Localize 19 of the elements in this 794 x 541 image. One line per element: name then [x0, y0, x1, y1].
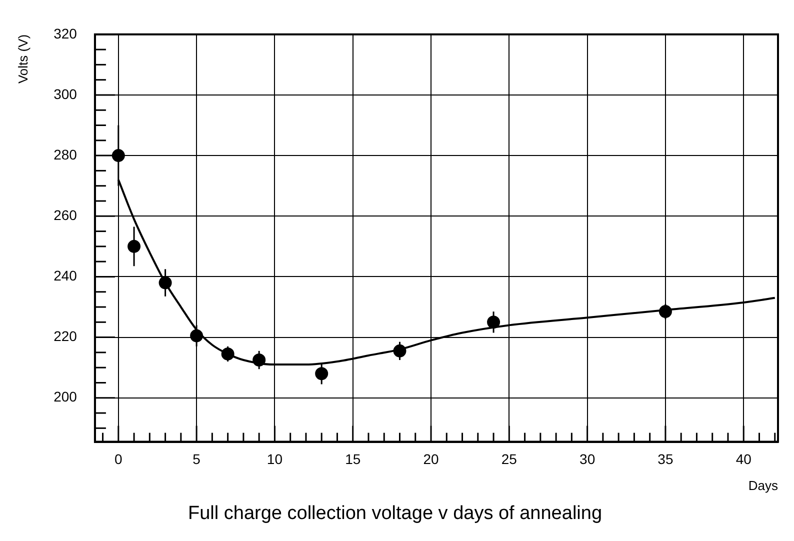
x-tick-label: 40 — [736, 451, 752, 468]
y-tick-label: 280 — [54, 146, 78, 162]
y-tick-label: 240 — [54, 268, 78, 284]
y-tick-label: 260 — [54, 207, 78, 223]
y-axis-title: Volts (V) — [15, 34, 30, 84]
x-tick-label: 35 — [658, 451, 674, 468]
y-tick-label: 220 — [54, 328, 78, 344]
x-tick-label: 5 — [192, 451, 201, 468]
x-axis-title: Days — [748, 478, 778, 493]
y-tick-label: 200 — [54, 388, 78, 405]
x-tick-label: 25 — [501, 451, 518, 468]
x-tick-label: 10 — [266, 451, 283, 468]
y-tick-label: 320 — [54, 25, 78, 42]
y-tick-label: 300 — [54, 86, 78, 102]
x-tick-label: 0 — [114, 451, 123, 468]
x-tick-label: 15 — [345, 451, 361, 468]
x-tick-label: 30 — [580, 451, 596, 468]
text: Full charge collection voltage v days of annealing — [188, 502, 602, 524]
x-tick-label: 20 — [423, 451, 440, 468]
